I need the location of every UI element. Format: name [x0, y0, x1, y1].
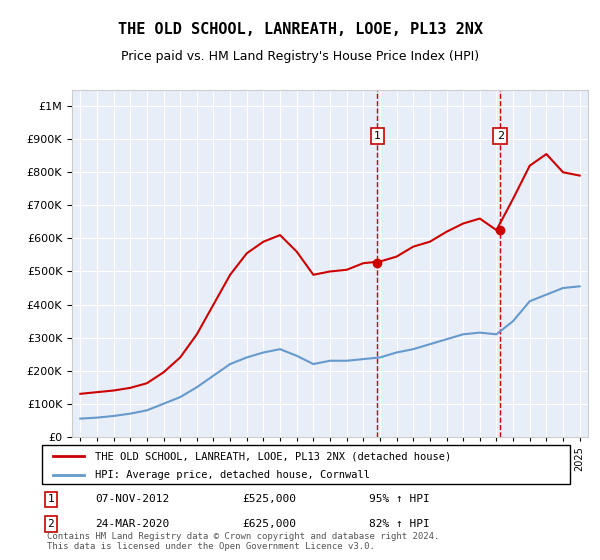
- Text: £525,000: £525,000: [242, 494, 296, 505]
- Text: 2: 2: [497, 131, 504, 141]
- Text: THE OLD SCHOOL, LANREATH, LOOE, PL13 2NX (detached house): THE OLD SCHOOL, LANREATH, LOOE, PL13 2NX…: [95, 451, 451, 461]
- Text: Contains HM Land Registry data © Crown copyright and database right 2024.
This d: Contains HM Land Registry data © Crown c…: [47, 531, 440, 551]
- Text: 82% ↑ HPI: 82% ↑ HPI: [370, 519, 430, 529]
- Text: 24-MAR-2020: 24-MAR-2020: [95, 519, 169, 529]
- Text: £625,000: £625,000: [242, 519, 296, 529]
- Text: 1: 1: [374, 131, 381, 141]
- Text: 2: 2: [47, 519, 54, 529]
- Text: 1: 1: [47, 494, 54, 505]
- Text: 95% ↑ HPI: 95% ↑ HPI: [370, 494, 430, 505]
- Text: THE OLD SCHOOL, LANREATH, LOOE, PL13 2NX: THE OLD SCHOOL, LANREATH, LOOE, PL13 2NX: [118, 22, 482, 38]
- Text: Price paid vs. HM Land Registry's House Price Index (HPI): Price paid vs. HM Land Registry's House …: [121, 50, 479, 63]
- Text: HPI: Average price, detached house, Cornwall: HPI: Average price, detached house, Corn…: [95, 470, 370, 479]
- FancyBboxPatch shape: [42, 445, 570, 484]
- Text: 07-NOV-2012: 07-NOV-2012: [95, 494, 169, 505]
